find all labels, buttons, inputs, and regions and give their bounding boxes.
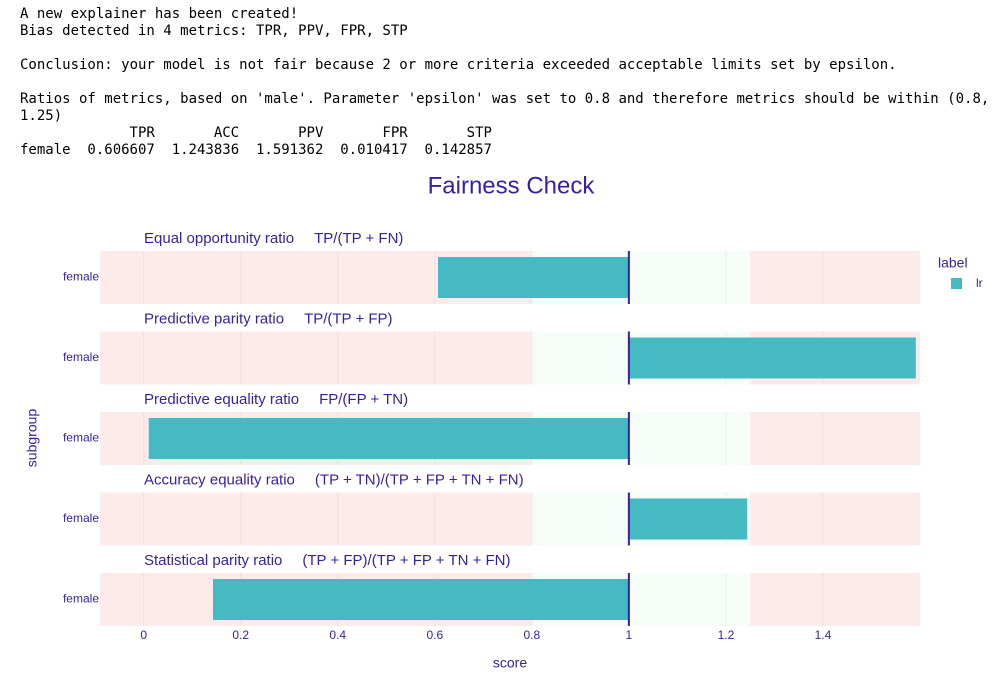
console-line: Bias detected in 4 metrics: TPR, PPV, FP… xyxy=(20,23,408,39)
unfair-band xyxy=(750,492,920,546)
y-tick-label: female xyxy=(63,431,99,445)
panel-title: Accuracy equality ratio xyxy=(144,471,295,488)
x-tick-label: 1.2 xyxy=(718,628,735,642)
table-cell: 0.010417 xyxy=(340,142,408,158)
y-axis-label: subgroup xyxy=(24,409,40,468)
table-cell: 0.142857 xyxy=(424,142,492,158)
bar xyxy=(628,337,916,379)
y-tick-label: female xyxy=(63,270,99,284)
x-tick-label: 0.6 xyxy=(426,628,443,642)
legend-swatch xyxy=(951,278,962,289)
unfair-band xyxy=(100,492,532,546)
console-line: Ratios of metrics, based on 'male'. Para… xyxy=(20,91,998,124)
panel-title: Equal opportunity ratio xyxy=(144,230,294,247)
console-output: A new explainer has been created! Bias de… xyxy=(20,6,995,159)
table-cell: 0.606607 xyxy=(87,142,155,158)
bar xyxy=(212,579,629,620)
unfair-band xyxy=(750,251,920,304)
unfair-band xyxy=(750,573,920,626)
row-label: female xyxy=(20,142,71,158)
panel-formula: FP/(FP + TN) xyxy=(319,391,408,408)
panel-formula: TP/(TP + FN) xyxy=(314,230,403,247)
legend-label: lr xyxy=(976,276,983,290)
y-tick-label: female xyxy=(63,592,99,606)
panel-formula: (TP + FP)/(TP + FP + TN + FN) xyxy=(302,552,510,569)
x-tick-label: 0.4 xyxy=(329,628,346,642)
panel-formula: TP/(TP + FP) xyxy=(304,310,392,327)
panel-title: Predictive parity ratio xyxy=(144,310,284,327)
chart-title: Fairness Check xyxy=(428,172,596,199)
column-header: TPR xyxy=(129,125,155,141)
table-cell: 1.243836 xyxy=(171,142,240,158)
y-tick-label: female xyxy=(63,350,99,364)
column-header: STP xyxy=(466,125,492,141)
y-tick-label: female xyxy=(63,511,99,525)
x-tick-label: 0.8 xyxy=(523,628,540,642)
column-header: FPR xyxy=(382,125,408,141)
table-cell: 1.591362 xyxy=(255,142,324,158)
table-row: female 0.606607 1.243836 1.591362 0.010417 0.… xyxy=(20,142,995,159)
panel-title: Predictive equality ratio xyxy=(144,391,299,408)
x-tick-label: 0 xyxy=(140,628,147,642)
table-header: TPR ACC PPV FPR STP xyxy=(20,125,995,142)
panel-title: Statistical parity ratio xyxy=(144,552,282,569)
panel-formula: (TP + TN)/(TP + FP + TN + FN) xyxy=(315,471,524,488)
legend-title: label xyxy=(938,255,968,271)
unfair-band xyxy=(750,412,920,465)
x-tick-label: 1 xyxy=(626,628,633,642)
column-header: PPV xyxy=(298,125,324,141)
bar xyxy=(437,257,629,298)
x-tick-label: 1.4 xyxy=(815,628,832,642)
x-tick-label: 0.2 xyxy=(232,628,249,642)
console-line: Conclusion: your model is not fair becau… xyxy=(20,57,897,73)
x-axis-label: score xyxy=(493,655,527,671)
unfair-band xyxy=(100,331,532,385)
bar xyxy=(628,498,748,540)
column-header: ACC xyxy=(213,125,240,141)
console-line: A new explainer has been created! xyxy=(20,6,299,22)
bar xyxy=(148,418,629,459)
